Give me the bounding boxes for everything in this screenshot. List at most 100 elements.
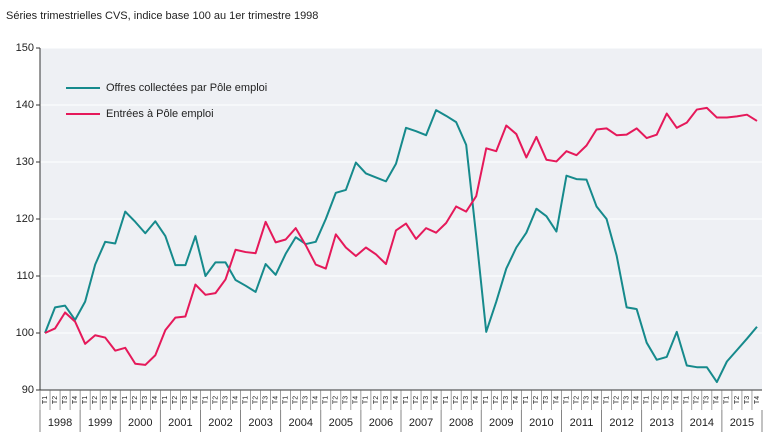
year-label: 2006	[369, 417, 393, 429]
x-tick-label: T1	[42, 396, 49, 404]
x-tick-label: T1	[82, 396, 89, 404]
x-tick-label: T3	[744, 396, 751, 404]
year-label: 2013	[649, 417, 673, 429]
chart-title: Séries trimestrielles CVS, indice base 1…	[6, 10, 318, 22]
series-line	[44, 109, 758, 384]
x-tick-label: T4	[313, 396, 320, 404]
x-tick-label: T1	[242, 396, 249, 404]
x-tick-label: T3	[583, 396, 590, 404]
x-tick-label: T4	[674, 396, 681, 404]
year-label: 1998	[48, 417, 72, 429]
x-tick-label: T3	[463, 396, 470, 404]
year-label: 2012	[609, 417, 633, 429]
x-tick-label: T2	[493, 396, 500, 404]
x-tick-label: T3	[704, 396, 711, 404]
legend-label: Offres collectées par Pôle emploi	[106, 82, 267, 94]
x-tick-label: T4	[754, 396, 761, 404]
x-tick-label: T2	[613, 396, 620, 404]
x-tick-label: T3	[102, 396, 109, 404]
x-tick-label: T1	[162, 396, 169, 404]
x-tick-label: T1	[403, 396, 410, 404]
year-label: 2008	[449, 417, 473, 429]
year-label: 2014	[690, 417, 714, 429]
y-tick-label: 90	[22, 384, 34, 396]
x-tick-label: T4	[553, 396, 560, 404]
x-tick-label: T2	[52, 396, 59, 404]
x-tick-label: T3	[383, 396, 390, 404]
x-tick-label: T1	[283, 396, 290, 404]
x-tick-label: T3	[503, 396, 510, 404]
y-tick-label: 110	[16, 270, 34, 282]
x-tick-label: T1	[323, 396, 330, 404]
x-tick-label: T4	[633, 396, 640, 404]
x-tick-label: T1	[122, 396, 129, 404]
x-tick-label: T1	[483, 396, 490, 404]
x-tick-label: T2	[252, 396, 259, 404]
x-tick-label: T1	[523, 396, 530, 404]
y-tick-label: 100	[16, 327, 34, 339]
year-label: 2007	[409, 417, 433, 429]
x-tick-label: T4	[433, 396, 440, 404]
x-tick-label: T1	[684, 396, 691, 404]
x-tick-label: T3	[303, 396, 310, 404]
x-tick-label: T3	[222, 396, 229, 404]
x-tick-label: T3	[262, 396, 269, 404]
legend-label: Entrées à Pôle emploi	[106, 108, 214, 120]
x-tick-label: T4	[393, 396, 400, 404]
year-label: 2001	[168, 417, 192, 429]
x-tick-label: T4	[473, 396, 480, 404]
x-tick-label: T1	[644, 396, 651, 404]
x-tick-label: T4	[232, 396, 239, 404]
year-label: 2002	[208, 417, 232, 429]
x-tick-label: T2	[533, 396, 540, 404]
x-tick-label: T1	[363, 396, 370, 404]
x-tick-label: T1	[724, 396, 731, 404]
x-tick-label: T2	[413, 396, 420, 404]
x-tick-label: T2	[573, 396, 580, 404]
year-label: 2004	[288, 417, 312, 429]
x-tick-label: T1	[603, 396, 610, 404]
y-tick-label: 130	[16, 156, 34, 168]
x-tick-label: T2	[333, 396, 340, 404]
x-tick-label: T1	[563, 396, 570, 404]
year-label: 2005	[329, 417, 353, 429]
x-tick-label: T4	[72, 396, 79, 404]
x-tick-label: T4	[593, 396, 600, 404]
year-label: 2000	[128, 417, 152, 429]
x-tick-label: T2	[293, 396, 300, 404]
x-tick-label: T2	[132, 396, 139, 404]
year-label: 1999	[88, 417, 112, 429]
y-tick-label: 150	[16, 42, 34, 54]
x-tick-label: T2	[92, 396, 99, 404]
x-tick-label: T4	[152, 396, 159, 404]
x-tick-label: T3	[623, 396, 630, 404]
x-tick-label: T3	[543, 396, 550, 404]
x-tick-label: T4	[353, 396, 360, 404]
x-tick-label: T3	[62, 396, 69, 404]
year-label: 2010	[529, 417, 553, 429]
x-tick-label: T2	[694, 396, 701, 404]
x-tick-label: T1	[443, 396, 450, 404]
x-tick-label: T4	[714, 396, 721, 404]
x-tick-label: T3	[142, 396, 149, 404]
x-tick-label: T2	[172, 396, 179, 404]
x-tick-label: T3	[423, 396, 430, 404]
x-tick-label: T4	[272, 396, 279, 404]
x-tick-label: T3	[664, 396, 671, 404]
x-tick-label: T4	[513, 396, 520, 404]
x-tick-label: T2	[453, 396, 460, 404]
x-tick-label: T4	[192, 396, 199, 404]
x-tick-label: T3	[343, 396, 350, 404]
x-tick-label: T3	[182, 396, 189, 404]
y-tick-label: 140	[16, 99, 34, 111]
year-label: 2003	[248, 417, 272, 429]
x-tick-label: T2	[212, 396, 219, 404]
series-line	[44, 106, 758, 366]
year-label: 2015	[730, 417, 754, 429]
x-tick-label: T2	[654, 396, 661, 404]
x-tick-label: T1	[202, 396, 209, 404]
y-tick-label: 120	[16, 213, 34, 225]
x-tick-label: T2	[373, 396, 380, 404]
year-label: 2009	[489, 417, 513, 429]
